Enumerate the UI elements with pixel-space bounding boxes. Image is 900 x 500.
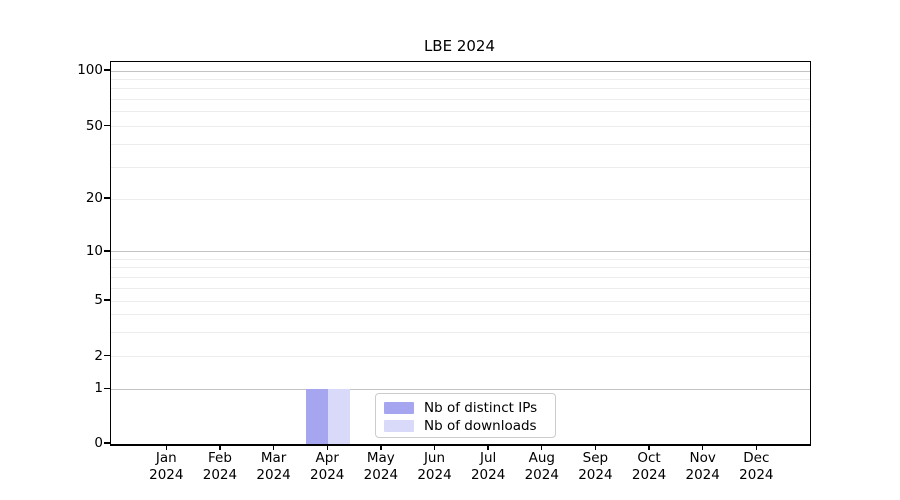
y-tick-label: 50 (85, 117, 103, 134)
x-tickmark (326, 444, 328, 450)
x-tickmark (755, 444, 758, 450)
y-tickmark (104, 124, 110, 127)
y-tickmark (104, 442, 110, 444)
x-axis-tickmarks (110, 444, 809, 450)
minor-gridline (111, 79, 810, 81)
legend: Nb of distinct IPs Nb of downloads (375, 393, 556, 438)
x-tick-label: Jan 2024 (131, 450, 201, 483)
legend-item: Nb of distinct IPs (376, 399, 555, 417)
x-tick-label-year: 2024 (310, 466, 345, 483)
x-tick-label-month: Apr (315, 450, 339, 466)
minor-gridline (111, 111, 810, 113)
x-tickmark (702, 444, 704, 450)
x-tickmark (433, 444, 436, 450)
x-tick-label: Mar 2024 (239, 450, 309, 483)
minor-gridline (111, 314, 810, 316)
x-tick-label: Jun 2024 (400, 450, 470, 483)
x-tick-label-month: Aug (528, 450, 555, 466)
legend-label: Nb of distinct IPs (424, 399, 538, 416)
x-tick-label-month: Sep (582, 450, 609, 466)
legend-item: Nb of downloads (376, 417, 555, 435)
x-tick-label: May 2024 (346, 450, 416, 483)
bar-distinct-ips (306, 389, 329, 444)
y-tickmark (104, 387, 110, 390)
x-tick-label-month: Oct (637, 450, 661, 466)
y-tickmark (104, 69, 110, 71)
x-tickmark (380, 444, 382, 450)
minor-gridline (111, 267, 810, 269)
x-tick-label-year: 2024 (256, 466, 291, 483)
major-gridline (111, 198, 810, 200)
x-tick-label-year: 2024 (202, 466, 238, 483)
x-tickmark (165, 444, 167, 450)
major-gridline (111, 126, 810, 128)
y-tickmark (104, 299, 110, 301)
minor-gridline (111, 143, 810, 145)
y-tick-label: 2 (94, 347, 103, 364)
y-tick-label: 20 (85, 190, 103, 207)
x-tick-label-year: 2024 (685, 466, 720, 483)
minor-gridline (111, 331, 810, 333)
major-gridline (111, 70, 810, 72)
y-tickmark (104, 197, 110, 199)
minor-gridline (111, 258, 810, 260)
legend-label: Nb of downloads (424, 417, 537, 434)
x-tick-label-year: 2024 (578, 466, 613, 483)
x-tick-label-month: May (366, 450, 395, 466)
y-tickmark (104, 250, 110, 252)
plot-area (110, 61, 811, 446)
x-tick-label-month: Jun (423, 450, 446, 466)
x-tickmark (594, 444, 597, 450)
x-tick-label: Nov 2024 (668, 450, 738, 483)
chart-title: LBE 2024 (423, 37, 496, 55)
x-tick-label-year: 2024 (363, 466, 399, 483)
bar-downloads (328, 389, 351, 444)
x-tick-label-month: Jul (479, 450, 497, 466)
y-tickmark (104, 354, 110, 357)
y-tick-label: 0 (94, 435, 103, 451)
x-tick-label-month: Mar (260, 450, 287, 466)
x-tickmark (487, 444, 489, 450)
minor-gridline (111, 276, 810, 278)
x-tick-label-month: Feb (207, 450, 232, 466)
y-axis-tickmarks (104, 61, 110, 444)
x-tick-label: Dec 2024 (721, 450, 791, 483)
x-tickmark (272, 444, 275, 450)
x-tickmark (541, 444, 543, 450)
y-tick-label: 100 (77, 62, 103, 79)
minor-gridline (111, 88, 810, 90)
x-tick-label-month: Nov (689, 450, 716, 466)
minor-gridline (111, 287, 810, 289)
x-tick-label: Jul 2024 (453, 450, 523, 483)
x-tickmark (648, 444, 650, 450)
x-tickmark (219, 444, 221, 450)
y-tick-label: 5 (94, 292, 103, 309)
x-tick-label-year: 2024 (417, 466, 452, 483)
x-tick-label-month: Jan (155, 450, 177, 466)
x-tick-label: Sep 2024 (560, 450, 630, 483)
y-tick-label: 1 (94, 380, 103, 397)
major-gridline (111, 300, 810, 302)
minor-gridline (111, 166, 810, 168)
y-tick-label: 10 (85, 242, 103, 259)
x-tick-label-year: 2024 (470, 466, 506, 483)
minor-gridline (111, 99, 810, 101)
legend-swatch-distinct-ips (384, 402, 414, 414)
x-tick-label: Apr 2024 (292, 450, 362, 483)
x-axis-labels: Jan 2024 Feb 2024 Mar 2024 Apr 2024 May 2024 Jun 20… (110, 450, 809, 490)
x-tick-label-year: 2024 (149, 466, 184, 483)
x-tick-label: Oct 2024 (614, 450, 684, 483)
major-gridline (111, 388, 810, 390)
x-tick-label: Aug 2024 (507, 450, 577, 483)
x-tick-label: Feb 2024 (185, 450, 255, 483)
major-gridline (111, 251, 810, 253)
x-tick-label-year: 2024 (631, 466, 667, 483)
x-tick-label-year: 2024 (524, 466, 559, 483)
x-tick-label-month: Dec (743, 450, 770, 466)
x-tick-label-year: 2024 (739, 466, 774, 483)
legend-swatch-downloads (384, 420, 414, 432)
y-axis-labels: 0 1 2 5 10 20 50 100 (0, 61, 104, 451)
major-gridline (111, 356, 810, 358)
